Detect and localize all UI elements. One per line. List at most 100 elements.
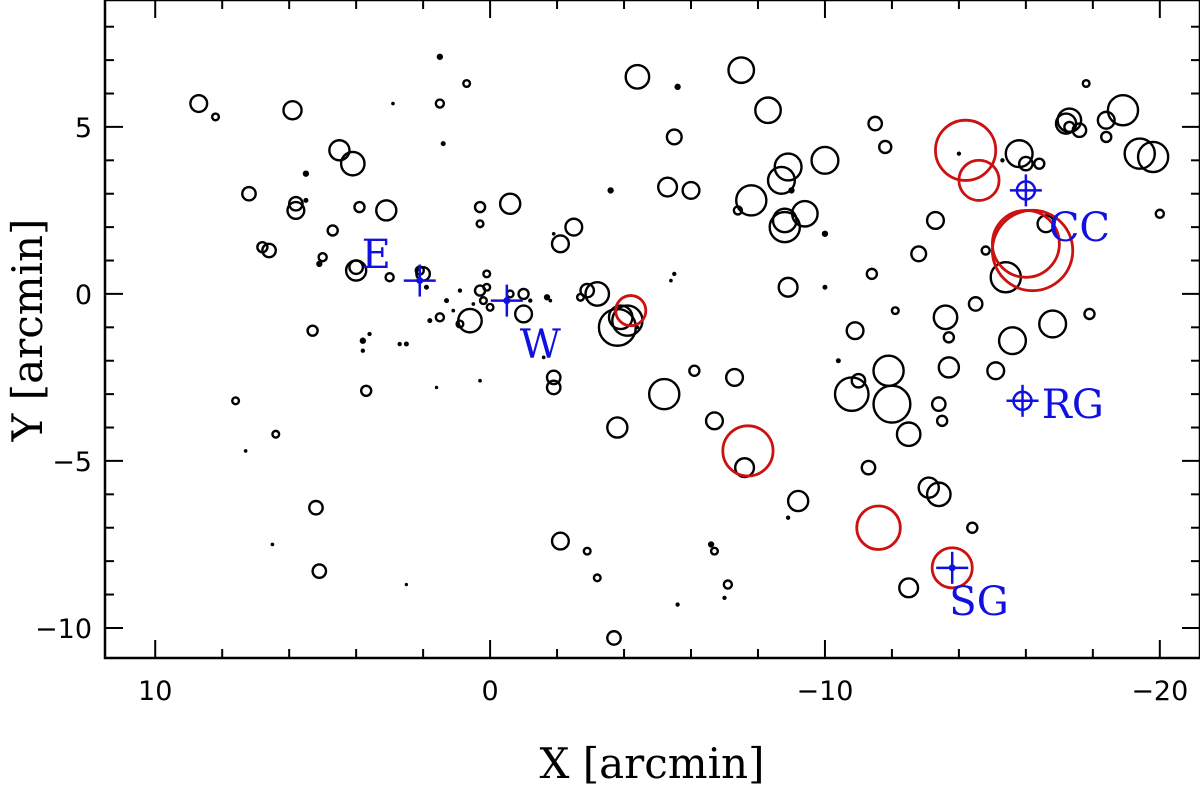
black-circle-point xyxy=(403,341,409,347)
black-circle-point xyxy=(722,579,734,590)
black-circle-point xyxy=(925,210,946,231)
black-circle-point xyxy=(624,63,651,90)
black-circle-point xyxy=(727,56,756,85)
black-circle-point xyxy=(545,379,562,396)
y-tick-label: −5 xyxy=(52,447,92,478)
site-rg-label: RG xyxy=(1042,382,1104,428)
site-cc-ring xyxy=(1015,180,1037,201)
black-circle-point xyxy=(707,541,715,548)
black-circle-point xyxy=(1056,107,1083,134)
black-circle-point xyxy=(867,115,884,132)
black-circle-point xyxy=(777,276,799,298)
black-circle-point xyxy=(514,304,534,324)
black-circle-point xyxy=(353,200,366,214)
black-circle-point xyxy=(451,308,456,313)
black-circle-point xyxy=(384,272,395,283)
black-circle-point xyxy=(1100,130,1113,144)
black-circle-point xyxy=(210,112,221,122)
site-e-label: E xyxy=(362,232,391,278)
black-circle-point xyxy=(282,99,303,121)
black-circle-point xyxy=(427,318,433,324)
black-circle-point xyxy=(457,307,483,334)
site-w-dot xyxy=(503,297,511,305)
black-circle-point xyxy=(672,271,677,277)
site-rg-ring xyxy=(1012,390,1033,412)
black-circle-point xyxy=(311,563,328,580)
x-tick-label: 0 xyxy=(481,676,498,707)
black-circle-point xyxy=(548,298,553,303)
black-circle-point xyxy=(607,304,634,331)
black-circle-point xyxy=(326,224,339,237)
black-circle-point xyxy=(835,358,841,364)
black-circle-point xyxy=(669,278,673,283)
black-circle-point xyxy=(550,531,570,551)
black-circle-point xyxy=(997,326,1028,356)
black-circle-point xyxy=(768,210,802,244)
black-circle-point xyxy=(231,396,241,406)
site-markers: CC E W RG SG xyxy=(362,174,1110,625)
black-circle-point xyxy=(545,369,562,386)
black-circle-point xyxy=(359,384,373,398)
black-circle-point xyxy=(966,521,979,534)
black-circle-point xyxy=(930,396,947,413)
black-circle-point xyxy=(404,582,409,587)
black-circle-point xyxy=(436,53,444,60)
black-circle-point xyxy=(434,385,439,390)
black-circle-point xyxy=(348,259,365,276)
black-circle-point xyxy=(261,242,277,259)
black-circle-point xyxy=(606,416,629,439)
black-circle-point xyxy=(375,199,398,222)
black-circle-point xyxy=(771,207,798,234)
black-circle-point xyxy=(482,282,492,292)
black-circle-point xyxy=(575,292,586,302)
black-circle-point xyxy=(647,377,681,411)
black-circle-point xyxy=(895,421,922,448)
black-circle-point xyxy=(1136,140,1170,174)
black-circle-point xyxy=(1033,157,1046,170)
black-circle-point xyxy=(681,180,701,200)
black-circle-point xyxy=(339,150,366,177)
black-circle-point xyxy=(471,302,476,306)
axis-ticks xyxy=(105,0,1200,658)
black-circle-point xyxy=(1106,93,1140,127)
y-axis-title: Y [arcmin] xyxy=(3,219,52,443)
black-circle-point xyxy=(434,312,446,323)
site-sg-label: SG xyxy=(949,579,1008,625)
black-circle-point xyxy=(528,298,533,303)
black-circle-point xyxy=(444,298,450,304)
black-circle-point xyxy=(543,294,551,301)
black-circle-point xyxy=(872,384,912,424)
black-circle-point xyxy=(1071,122,1088,139)
black-circle-point xyxy=(1081,78,1091,89)
black-circle-point xyxy=(367,331,372,337)
black-circle-point xyxy=(635,325,640,330)
black-circle-point xyxy=(1038,309,1068,339)
black-circle-point xyxy=(270,542,275,547)
black-circle-point xyxy=(328,139,351,162)
black-circle-point xyxy=(306,324,319,337)
black-circle-point xyxy=(434,98,446,109)
black-circle-point xyxy=(878,139,893,155)
site-e-dot xyxy=(416,277,424,285)
black-circle-point xyxy=(1123,137,1156,170)
black-circle-point xyxy=(360,348,366,353)
black-circle-point xyxy=(541,355,546,360)
plot-frame xyxy=(103,0,1200,660)
black-circle-point xyxy=(1000,158,1005,163)
x-axis-title: X [arcmin] xyxy=(540,739,765,787)
y-tick-label: 0 xyxy=(75,280,92,311)
black-circle-point xyxy=(607,187,614,194)
black-circle-point xyxy=(932,304,959,331)
black-circle-point xyxy=(440,141,446,147)
black-circle-point xyxy=(478,296,488,306)
black-circle-point xyxy=(606,630,622,646)
black-circle-point xyxy=(482,269,492,279)
black-circle-point xyxy=(462,78,472,89)
black-circle-point xyxy=(359,337,367,344)
black-circle-point xyxy=(967,296,984,312)
black-circle-series xyxy=(189,53,1170,646)
black-circle-point xyxy=(872,354,905,388)
black-circle-point xyxy=(473,200,487,214)
red-circle-point xyxy=(930,546,974,590)
